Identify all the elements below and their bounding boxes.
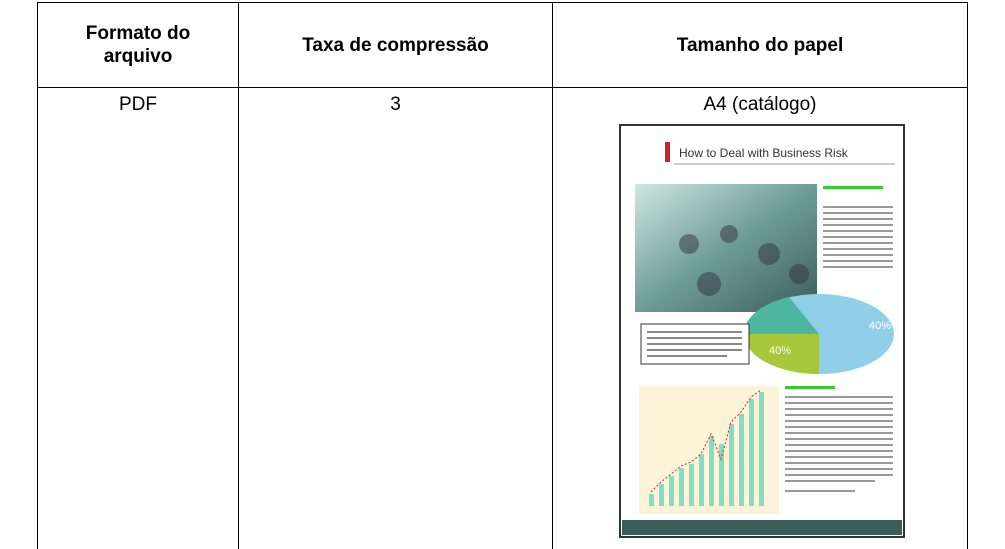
table-cell: A4 (catálogo): [703, 94, 817, 115]
pie-label: 40%: [769, 345, 791, 357]
table-border: [37, 87, 968, 88]
table-border: [552, 2, 553, 549]
table-border: [967, 2, 968, 549]
table-cell: PDF: [119, 94, 157, 115]
table-cell: 3: [390, 94, 401, 115]
table-border: [238, 2, 239, 549]
thumbnail-title: How to Deal with Business Risk: [679, 146, 849, 160]
table-border: [37, 2, 38, 549]
header-cell: Taxa de compressão: [302, 34, 489, 56]
header-cell: Tamanho do papel: [676, 34, 844, 56]
catalog-thumbnail: How to Deal with Business Risk 40% 40%: [619, 124, 905, 538]
table-border: [37, 2, 968, 3]
header-cell: Formato do arquivo: [85, 23, 191, 67]
pie-label: 40%: [869, 320, 891, 332]
